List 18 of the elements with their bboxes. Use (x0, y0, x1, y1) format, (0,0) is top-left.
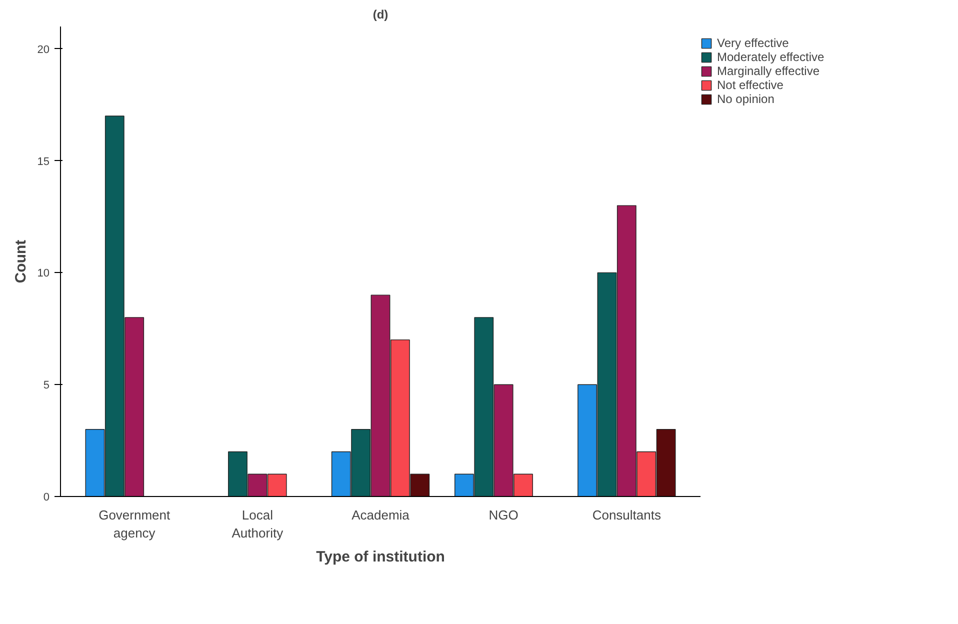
y-tick-label: 15 (37, 156, 50, 168)
chart-title: (d) (372, 8, 388, 22)
y-tick-label: 20 (37, 44, 50, 56)
x-axis-title: Type of institution (316, 548, 445, 566)
y-tick-label: 10 (37, 268, 50, 280)
x-tick-label: Academia (352, 508, 410, 522)
legend-label: Moderately effective (717, 50, 824, 64)
legend-label: Marginally effective (717, 64, 820, 78)
legend-label: Not effective (717, 78, 784, 92)
legend-label: No opinion (717, 92, 774, 106)
x-tick-label: Consultants (592, 508, 662, 522)
x-tick-label: Government agency (98, 508, 170, 540)
legend-label: Very effective (717, 36, 789, 50)
y-axis-title: Count (12, 240, 30, 284)
x-tick-label: NGO (488, 508, 518, 522)
y-tick-label: 5 (43, 380, 50, 392)
x-tick-label: Local Authority (232, 508, 284, 540)
y-tick-label: 0 (43, 492, 50, 504)
